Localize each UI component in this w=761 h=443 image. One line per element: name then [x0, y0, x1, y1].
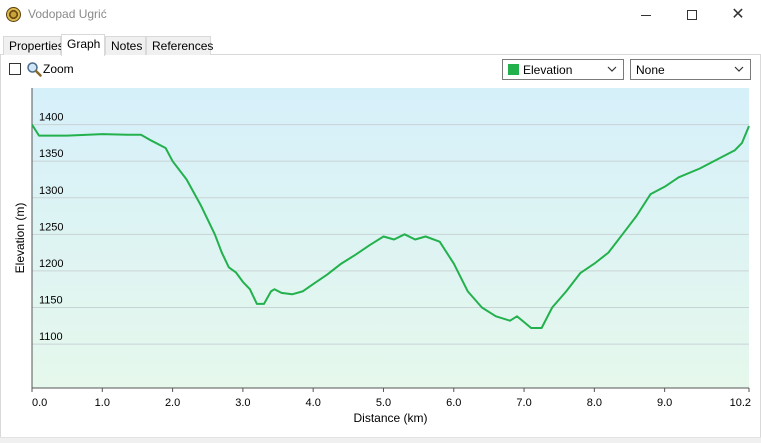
y-axis-title: Elevation (m): [13, 203, 27, 274]
tab-properties[interactable]: Properties: [3, 36, 64, 55]
series-select[interactable]: Elevation: [502, 59, 624, 80]
x-tick-label: 7.0: [516, 397, 531, 409]
minimize-button[interactable]: [623, 0, 669, 30]
y-tick-label: 1150: [39, 295, 63, 307]
x-tick-label: 1.0: [95, 397, 110, 409]
tab-references[interactable]: References: [146, 36, 213, 55]
status-strip: [0, 437, 761, 443]
elevation-line: [31, 124, 750, 329]
x-tick-label: 4.0: [306, 397, 321, 409]
y-tick-label: 1200: [39, 258, 63, 270]
elevation-swatch: [508, 64, 519, 75]
close-button[interactable]: ✕: [715, 0, 761, 30]
y-tick-label: 1350: [39, 148, 63, 160]
minimize-icon: [641, 14, 651, 16]
series-select-value: Elevation: [523, 63, 573, 77]
x-axis-title: Distance (km): [353, 411, 427, 425]
x-tick-label: 0.0: [32, 397, 47, 409]
zoom-checkbox[interactable]: [9, 63, 21, 75]
y-tick-label: 1250: [39, 221, 63, 233]
close-icon: ✕: [731, 6, 745, 23]
elevation-chart[interactable]: 1100 1150 1200 1250 1300 1350 1400 0.0 1.0 2.0 3.0…: [0, 84, 761, 437]
tab-notes[interactable]: Notes: [105, 36, 146, 55]
secondary-select-value: None: [636, 63, 665, 77]
x-tick-label: 9.0: [657, 397, 672, 409]
x-tick-label: 6.0: [446, 397, 461, 409]
chevron-down-icon: [607, 66, 617, 72]
maximize-button[interactable]: [669, 0, 715, 30]
x-tick-label: 10.2: [730, 397, 751, 409]
tab-graph[interactable]: Graph: [61, 34, 105, 56]
magnifier-icon: [27, 62, 42, 77]
window-title: Vodopad Ugrić: [28, 7, 107, 21]
title-bar: Vodopad Ugrić ✕: [0, 0, 761, 30]
y-tick-label: 1400: [39, 112, 63, 124]
chevron-down-icon: [734, 66, 744, 72]
x-tick-label: 2.0: [165, 397, 180, 409]
secondary-series-select[interactable]: None: [630, 59, 751, 80]
y-tick-label: 1300: [39, 185, 63, 197]
x-tick-label: 3.0: [235, 397, 250, 409]
tab-strip: Properties Graph Notes References: [0, 34, 761, 56]
maximize-icon: [687, 10, 697, 20]
app-logo-icon: [6, 7, 21, 22]
x-tick-label: 8.0: [587, 397, 602, 409]
y-tick-label: 1100: [39, 331, 63, 343]
zoom-label: Zoom: [43, 62, 74, 76]
x-tick-label: 5.0: [376, 397, 391, 409]
